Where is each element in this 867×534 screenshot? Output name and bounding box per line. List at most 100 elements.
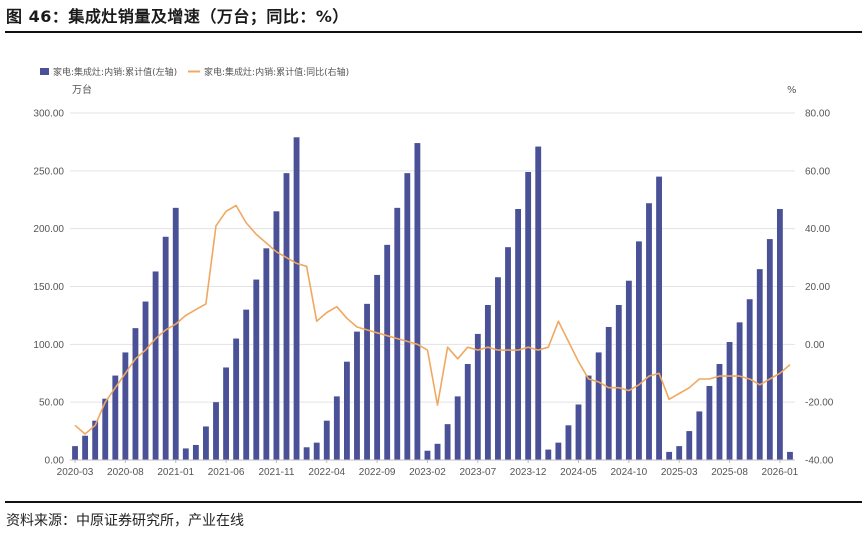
left-tick-label: 50.00 (39, 398, 64, 409)
bar (726, 342, 733, 460)
x-tick-label: 2020-03 (57, 467, 94, 478)
bar (172, 207, 179, 460)
bar (525, 171, 532, 461)
left-tick-label: 100.00 (33, 340, 64, 351)
axes: 0.00 50.00 100.00 150.00 200.00 250.00 300.00 -… (33, 83, 833, 478)
bar (454, 396, 461, 460)
bar (495, 277, 501, 460)
bar (323, 420, 330, 460)
left-tick-label: 300.00 (33, 109, 64, 120)
bar (595, 352, 602, 460)
right-tick-label: -40.00 (805, 456, 834, 467)
x-tick-label: 2023-07 (459, 467, 496, 478)
bar (615, 305, 622, 460)
bar (182, 448, 189, 460)
left-unit-label: 万台 (72, 83, 92, 96)
right-tick-label: 20.00 (805, 282, 830, 293)
legend: 家电:集成灶:内销:累计值(左轴) 家电:集成灶:内销:累计值:同比(右轴) (40, 66, 349, 78)
bar (293, 137, 300, 461)
x-tick-label: 2024-10 (611, 467, 648, 478)
top-rule (5, 31, 862, 33)
bar (333, 396, 340, 460)
bar (374, 274, 381, 460)
bar (505, 247, 511, 460)
bar (273, 211, 280, 460)
bar (605, 326, 612, 460)
x-tick-label: 2020-08 (107, 467, 144, 478)
bar (112, 375, 119, 460)
bar (545, 449, 552, 460)
bar (565, 425, 572, 460)
bar (82, 435, 89, 460)
right-tick-label: 40.00 (805, 224, 830, 235)
bar (515, 209, 522, 460)
bottom-rule (5, 501, 862, 503)
x-tick-label: 2026-01 (762, 467, 799, 478)
bar (343, 361, 350, 460)
bar (736, 322, 743, 460)
bar (303, 447, 310, 460)
chart-svg: 0.00 50.00 100.00 150.00 200.00 250.00 300.00 -… (33, 66, 833, 478)
left-tick-label: 150.00 (33, 282, 64, 293)
left-tick-label: 0.00 (45, 456, 65, 467)
x-tick-label: 2021-06 (208, 467, 245, 478)
bar (656, 176, 662, 460)
bar (625, 280, 632, 460)
x-tick-label: 2025-08 (711, 467, 748, 478)
bar (213, 402, 219, 460)
bar (243, 309, 250, 460)
bar (233, 338, 240, 460)
bar (192, 444, 199, 460)
bar (716, 363, 723, 460)
figure-title: 图 46：集成灶销量及增速（万台；同比：%） (6, 7, 349, 26)
grid-lines (70, 112, 795, 403)
bar (404, 173, 411, 460)
bar (152, 271, 159, 460)
legend-bar-label: 家电:集成灶:内销:累计值(左轴) (53, 66, 177, 78)
bar (354, 331, 360, 460)
x-tick-label: 2023-12 (510, 467, 547, 478)
bar (766, 239, 773, 460)
bar (414, 143, 421, 460)
right-tick-label: 80.00 (805, 109, 830, 120)
bar (474, 333, 481, 460)
left-tick-label: 250.00 (33, 166, 64, 177)
bar (666, 451, 673, 460)
x-tick-label: 2022-09 (359, 467, 396, 478)
bar (575, 404, 582, 460)
bar (696, 411, 703, 460)
left-tick-label: 200.00 (33, 224, 64, 235)
bar (223, 367, 229, 460)
bar (263, 248, 270, 460)
bar (122, 352, 129, 460)
bar (142, 301, 149, 460)
bar (434, 443, 441, 460)
bar (756, 269, 763, 460)
bar (424, 450, 431, 460)
bar (464, 363, 471, 460)
source-note: 资料来源：中原证券研究所，产业在线 (6, 513, 244, 529)
bar (706, 385, 713, 460)
bar (313, 442, 320, 460)
right-tick-label: -20.00 (805, 398, 834, 409)
bar (686, 431, 693, 460)
bar (384, 244, 391, 460)
x-tick-label: 2021-01 (157, 467, 194, 478)
bar (92, 420, 99, 460)
bar (394, 207, 401, 460)
right-tick-label: 0.00 (805, 340, 825, 351)
bar (162, 236, 169, 460)
bar (203, 426, 209, 460)
right-tick-label: 60.00 (805, 166, 830, 177)
bar (585, 375, 592, 460)
x-tick-label: 2021-11 (258, 467, 294, 478)
bar (676, 446, 683, 460)
bar (776, 209, 783, 460)
bar (444, 424, 451, 460)
legend-bar-swatch (40, 68, 49, 75)
bar (364, 303, 370, 460)
bar-series (72, 137, 793, 461)
bar (72, 446, 78, 460)
right-unit-label: % (787, 85, 797, 96)
bar (283, 173, 290, 460)
